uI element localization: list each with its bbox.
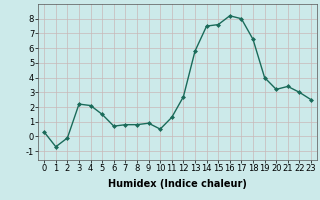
X-axis label: Humidex (Indice chaleur): Humidex (Indice chaleur) [108,179,247,189]
